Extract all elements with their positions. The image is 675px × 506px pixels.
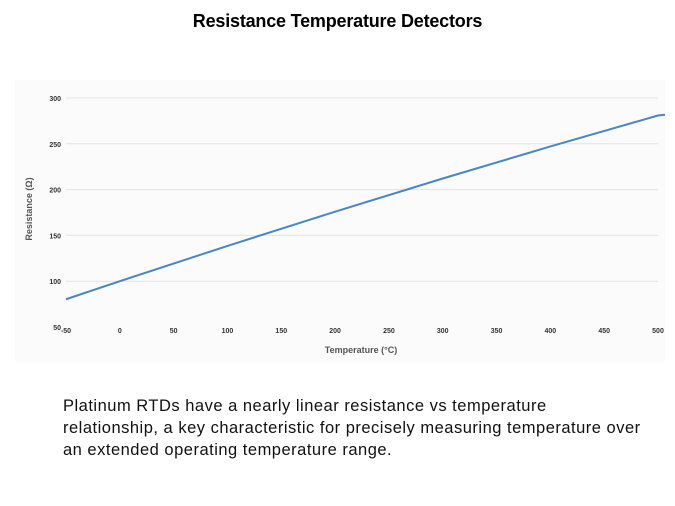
resistance-temperature-chart: 50 100 150 200 250 300 -50 0 50 100 150 200 250 300 3…: [24, 96, 669, 355]
x-axis-label: Temperature (°C): [325, 345, 397, 355]
x-tick-label: 200: [329, 328, 341, 335]
series-line-platinum-rtd: [65, 113, 669, 301]
x-tick-label: 450: [598, 328, 610, 335]
x-tick-label: 250: [383, 328, 395, 335]
x-tick-label: 300: [437, 328, 449, 335]
x-tick-label: 500: [652, 328, 664, 335]
x-tick-label: 50: [170, 328, 178, 335]
chart-gridlines: [66, 97, 658, 282]
x-tick-label: -50: [61, 328, 71, 335]
y-tick-label: 150: [49, 233, 61, 240]
y-tick-label: 200: [49, 188, 61, 195]
chart-area: 50 100 150 200 250 300 -50 0 50 100 150 200 250 300 3…: [15, 80, 669, 362]
y-tick-labels: 50 100 150 200 250 300: [49, 96, 61, 332]
x-tick-label: 150: [275, 328, 287, 335]
x-tick-labels: -50 0 50 100 150 200 250 300 350 400 450 500: [61, 328, 664, 335]
x-tick-label: 350: [491, 328, 503, 335]
y-tick-label: 100: [49, 279, 61, 286]
y-axis-label: Resistance (Ω): [24, 177, 34, 240]
y-tick-label: 300: [49, 96, 61, 103]
caption-text: Platinum RTDs have a nearly linear resis…: [63, 397, 641, 459]
x-tick-label: 0: [118, 328, 122, 335]
chart-series: [65, 113, 669, 301]
x-tick-label: 100: [222, 328, 234, 335]
x-tick-label: 400: [545, 328, 557, 335]
y-tick-label: 250: [49, 142, 61, 149]
y-tick-label: 50: [53, 325, 61, 332]
page-title: Resistance Temperature Detectors: [192, 11, 483, 31]
